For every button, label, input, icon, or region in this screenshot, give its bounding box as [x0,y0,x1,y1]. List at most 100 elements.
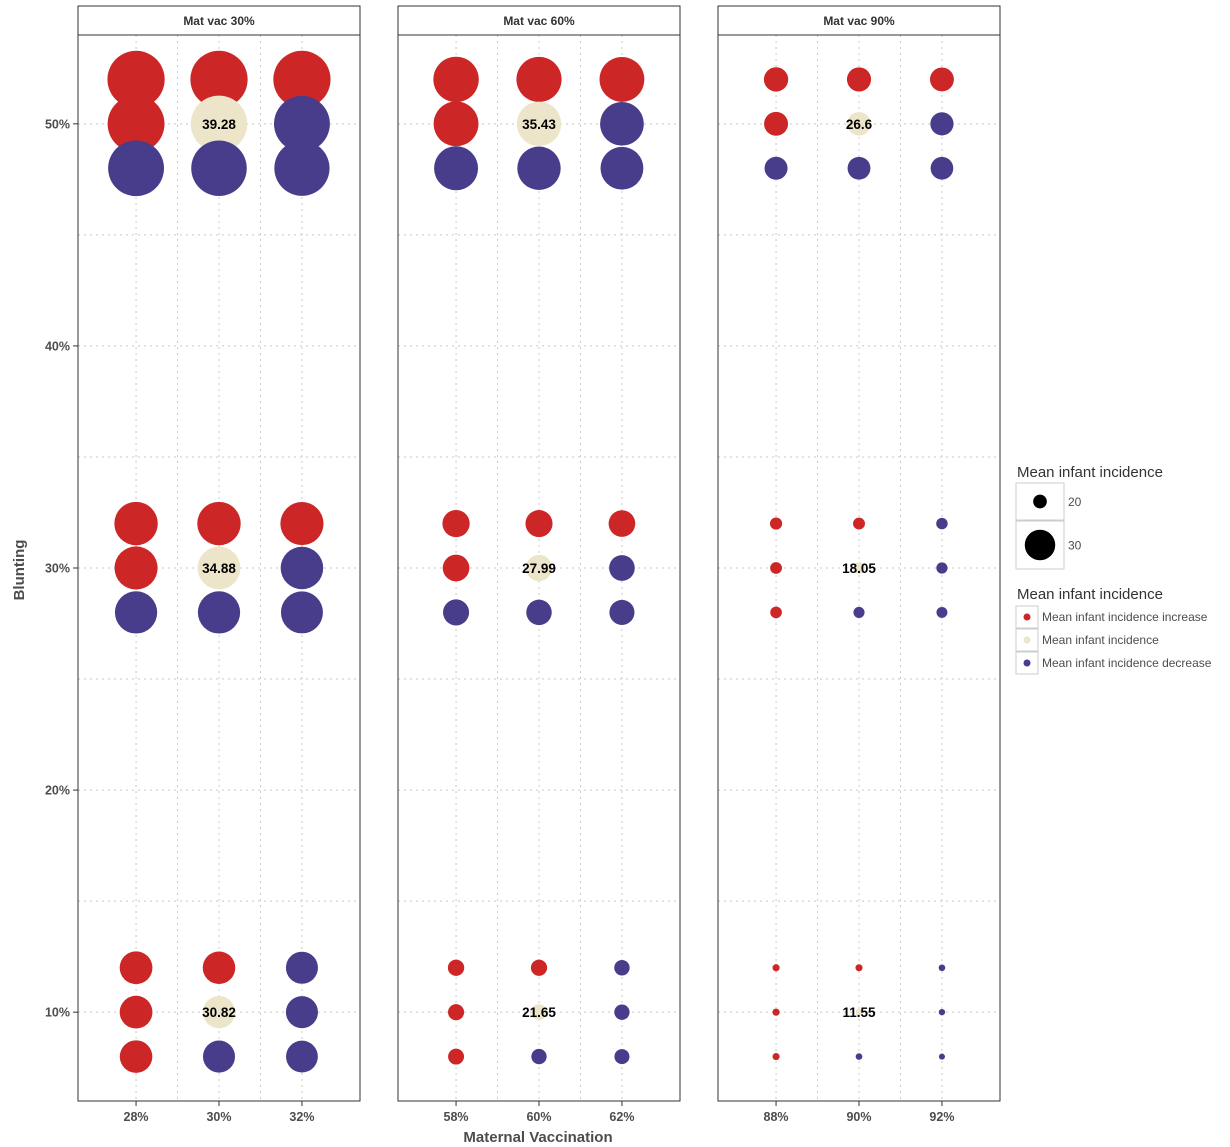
bubble-increase [769,517,783,530]
data-label: 11.55 [842,1005,876,1020]
facet-strip [77,5,361,36]
bubble-increase [433,101,479,147]
legend-color-dot [1023,636,1031,644]
bubble-increase [525,510,553,538]
bubble-baseline [531,1004,547,1021]
legend-color-label: Mean infant incidence decrease [1042,656,1212,670]
bubble-baseline [190,95,248,153]
bubble-increase [273,50,331,109]
bubble-decrease [285,996,318,1029]
bubble-decrease [202,1040,236,1073]
bubble-increase [442,554,470,582]
color-legend-title: Mean infant incidence [1017,586,1163,603]
bubble-increase [202,951,236,985]
bubble-decrease [847,156,871,180]
x-tick-label: 60% [526,1110,551,1124]
bubble-decrease [280,591,323,634]
data-label: 26.6 [846,117,873,132]
bubble-decrease [930,112,954,136]
bubble-increase [763,67,789,92]
facet-strip [397,5,681,36]
bubble-decrease [600,101,644,146]
y-tick-label: 10% [45,1006,70,1020]
x-tick-label: 30% [206,1110,231,1124]
y-axis-title: Blunting [11,540,28,601]
bubble-increase [114,501,158,546]
bubble-decrease [280,546,324,590]
bubble-decrease [600,146,644,190]
bubble-increase [770,606,782,619]
bubble-decrease [936,562,948,574]
bubble-increase [929,67,954,92]
x-axis-title: Maternal Vaccination [463,1129,612,1146]
bubble-increase [448,1048,465,1065]
y-tick-label: 40% [45,339,70,353]
bubble-increase [530,959,548,976]
bubble-decrease [286,1040,318,1073]
facet-title: Mat vac 90% [823,14,895,28]
bubble-decrease [930,156,954,180]
x-tick-label: 28% [124,1110,149,1124]
bubble-decrease [274,95,330,152]
bubble-baseline [202,995,236,1029]
bubble-decrease [609,599,635,625]
bubble-baseline [516,101,562,147]
bubble-decrease [274,140,330,196]
bubble-baseline [853,562,865,574]
bubble-increase [119,995,153,1029]
bubble-increase [114,546,158,590]
bubble-increase [764,111,789,136]
legend-size-label: 20 [1068,495,1082,509]
bubble-decrease [285,951,318,984]
legend-size-label: 30 [1068,539,1082,553]
bubble-baseline [197,546,241,590]
bubble-increase [608,510,636,537]
data-label: 21.65 [522,1005,556,1020]
bubble-increase [119,1040,153,1073]
bubble-decrease [855,1053,863,1060]
data-label: 18.05 [842,561,876,576]
x-tick-label: 32% [289,1110,314,1124]
facet-strip [717,5,1001,36]
bubble-increase [853,517,865,530]
bubble-decrease [614,1049,630,1065]
legend-size-dot [1024,529,1056,561]
bubble-decrease [614,960,630,976]
bubble-increase [197,501,241,546]
bubble-decrease [614,1004,630,1020]
bubble-baseline [855,1008,863,1016]
facet-panel: Mat vac 90% 88% 90% 92% 26.6 18.05 11.55 [717,5,1001,1124]
data-label: 30.82 [202,1005,236,1020]
legend: Mean infant incidence 20 30 Mean infant inc… [1015,464,1212,675]
bubble-decrease [526,599,552,626]
bubble-decrease [938,964,946,972]
bubble-increase [516,56,562,102]
y-tick-label: 50% [45,117,70,131]
facets: 10% 20% 30% 40% 50% Mat vac 30% 28% 30% 32% 39.28… [45,5,1001,1124]
bubble-increase [190,50,248,109]
x-tick-label: 90% [846,1110,871,1124]
data-label: 34.88 [202,561,236,576]
legend-color-dot [1023,659,1031,667]
bubble-decrease [764,156,788,180]
bubble-increase [107,95,165,153]
bubble-increase [280,502,324,546]
y-tick-label: 20% [45,784,70,798]
bubble-decrease [434,146,479,191]
bubble-increase [772,964,780,972]
bubble-decrease [531,1048,547,1065]
bubble-increase [447,959,465,976]
bubble-decrease [191,140,247,197]
bubble-increase [770,562,782,574]
facet-panel: Mat vac 60% 58% 60% 62% 35.43 27.99 21.65 [397,5,681,1124]
bubble-increase [846,67,872,92]
data-label: 39.28 [202,117,236,132]
bubble-decrease [517,146,561,190]
size-legend-title: Mean infant incidence [1017,464,1163,481]
facet-title: Mat vac 30% [183,14,255,28]
bubble-increase [107,50,165,109]
bubble-baseline [525,554,553,582]
bubble-increase [772,1008,780,1016]
legend-color-label: Mean infant incidence [1042,633,1159,647]
